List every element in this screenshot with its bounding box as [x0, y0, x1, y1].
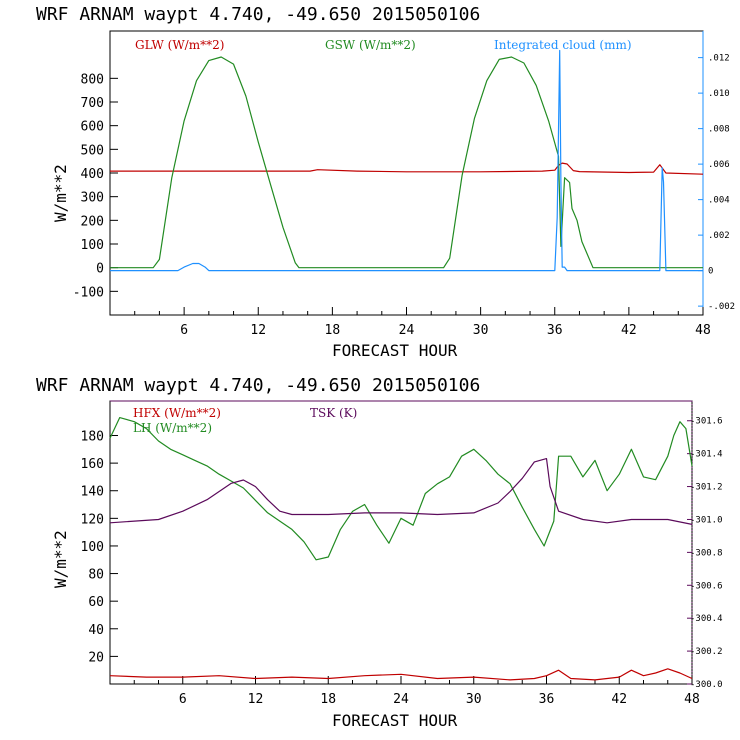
top-y-tick-label: 300 [81, 191, 104, 206]
top-y-tick-label: 100 [81, 238, 104, 253]
bottom-series-hfx-line [109, 668, 693, 681]
bottom-y-tick-label: 100 [81, 540, 104, 555]
bottom-y2-tick-label: -300.6 [690, 581, 723, 591]
top-y2-ticks: -.002 0 .002 .004 .006 .008 .010 .012 [698, 54, 735, 312]
legend-glw: GLW (W/m**2) [135, 38, 224, 52]
top-chart: WRF ARNAM waypt 4.740, -49.650 201505010… [36, 4, 735, 360]
bottom-y-ticks: 20 40 60 80 100 120 140 160 180 [81, 430, 118, 665]
bottom-y-tick-label: 20 [88, 650, 104, 665]
bottom-x-tick-label: 24 [393, 692, 409, 707]
bottom-y-tick-label: 120 [81, 512, 104, 527]
top-x-tick-label: 6 [180, 323, 188, 338]
bottom-series-lines [109, 417, 693, 681]
top-series-integrated-line [110, 49, 703, 272]
bottom-y2-tick-label: -300.4 [690, 614, 723, 624]
bottom-y2-tick-label: -300.8 [690, 548, 723, 558]
top-y2-tick-label: .008 [708, 125, 730, 135]
bottom-y2-ticks: -300.0 -300.2 -300.4 -300.6 -300.8 -301.0 -301… [687, 417, 723, 690]
top-y-tick-label: 700 [81, 96, 104, 111]
top-y-ticks: -100 0 100 200 300 400 500 600 700 800 [73, 72, 118, 300]
top-x-axis-label: FORECAST HOUR [332, 341, 458, 360]
bottom-series-lh-line [109, 417, 693, 561]
bottom-y2-tick-label: -301.6 [690, 417, 723, 427]
bottom-y2-tick-label: -300.0 [690, 680, 723, 690]
bottom-y-tick-label: 180 [81, 430, 104, 445]
top-y-tick-label: 400 [81, 167, 104, 182]
top-y2-tick-label: .012 [708, 54, 730, 64]
top-y2-tick-label: .010 [708, 89, 730, 99]
bottom-y2-tick-label: -301.0 [690, 515, 723, 525]
top-y-tick-label: 600 [81, 120, 104, 135]
bottom-y-tick-label: 140 [81, 485, 104, 500]
top-y-tick-label: -100 [73, 285, 104, 300]
top-y-tick-label: 200 [81, 214, 104, 229]
bottom-x-ticks: 6 12 18 24 30 36 42 48 [133, 676, 700, 707]
bottom-plot-frame [109, 400, 693, 685]
bottom-x-tick-label: 6 [179, 692, 187, 707]
bottom-x-tick-label: 36 [539, 692, 555, 707]
top-x-tick-label: 12 [250, 323, 266, 338]
top-y-tick-label: 500 [81, 143, 104, 158]
top-x-tick-label: 30 [473, 323, 489, 338]
bottom-x-tick-label: 48 [684, 692, 700, 707]
top-y2-tick-label: .006 [708, 160, 730, 170]
legend-gsw: GSW (W/m**2) [325, 38, 416, 52]
bottom-chart-title: WRF ARNAM waypt 4.740, -49.650 201505010… [36, 375, 480, 396]
top-x-tick-label: 36 [547, 323, 563, 338]
top-y2-tick-label: .002 [708, 231, 730, 241]
top-x-tick-label: 48 [695, 323, 711, 338]
top-y-axis-label: W/m**2 [51, 164, 70, 222]
top-x-ticks: 6 12 18 24 30 36 42 48 [134, 307, 711, 338]
top-series-glw-line [110, 162, 704, 175]
bottom-y-axis-label: W/m**2 [51, 530, 70, 588]
bottom-x-axis-label: FORECAST HOUR [332, 711, 458, 730]
top-x-tick-label: 18 [325, 323, 341, 338]
top-y2-tick-label: 0 [708, 267, 713, 277]
top-y-tick-label: 0 [96, 262, 104, 277]
top-series-gsw-line [110, 56, 703, 269]
bottom-y-tick-label: 80 [88, 568, 104, 583]
bottom-y2-tick-label: -301.2 [690, 483, 723, 493]
top-chart-title: WRF ARNAM waypt 4.740, -49.650 201505010… [36, 4, 480, 25]
top-series-lines [110, 49, 704, 272]
legend-lh: LH (W/m**2) [133, 421, 212, 435]
bottom-y-tick-label: 40 [88, 623, 104, 638]
bottom-y2-tick-label: -300.2 [690, 647, 723, 657]
top-x-tick-label: 42 [621, 323, 637, 338]
bottom-y-tick-label: 60 [88, 595, 104, 610]
top-plot-frame [109, 30, 704, 316]
bottom-y-tick-label: 160 [81, 457, 104, 472]
bottom-x-tick-label: 12 [248, 692, 264, 707]
bottom-chart: WRF ARNAM waypt 4.740, -49.650 201505010… [36, 375, 723, 730]
legend-tsk: TSK (K) [310, 406, 357, 420]
bottom-series-tsk-line [109, 458, 693, 525]
bottom-x-tick-label: 42 [611, 692, 627, 707]
legend-hfx: HFX (W/m**2) [133, 406, 221, 420]
top-y-tick-label: 800 [81, 72, 104, 87]
top-y2-tick-label: -.002 [708, 302, 735, 312]
bottom-x-tick-label: 30 [466, 692, 482, 707]
legend-integrated-cloud: Integrated cloud (mm) [494, 38, 632, 52]
bottom-y2-tick-label: -301.4 [690, 450, 723, 460]
bottom-x-tick-label: 18 [320, 692, 336, 707]
top-y2-tick-label: .004 [708, 196, 730, 206]
top-x-tick-label: 24 [399, 323, 415, 338]
